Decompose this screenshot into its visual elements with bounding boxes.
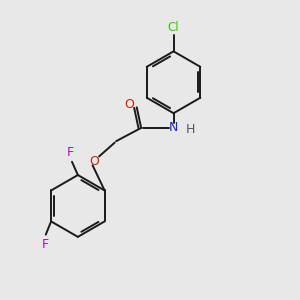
Text: F: F (67, 146, 74, 159)
Text: O: O (89, 155, 99, 168)
Text: H: H (186, 123, 195, 136)
Text: Cl: Cl (168, 21, 179, 34)
Text: N: N (169, 122, 178, 134)
Text: F: F (42, 238, 49, 250)
Text: O: O (124, 98, 134, 111)
